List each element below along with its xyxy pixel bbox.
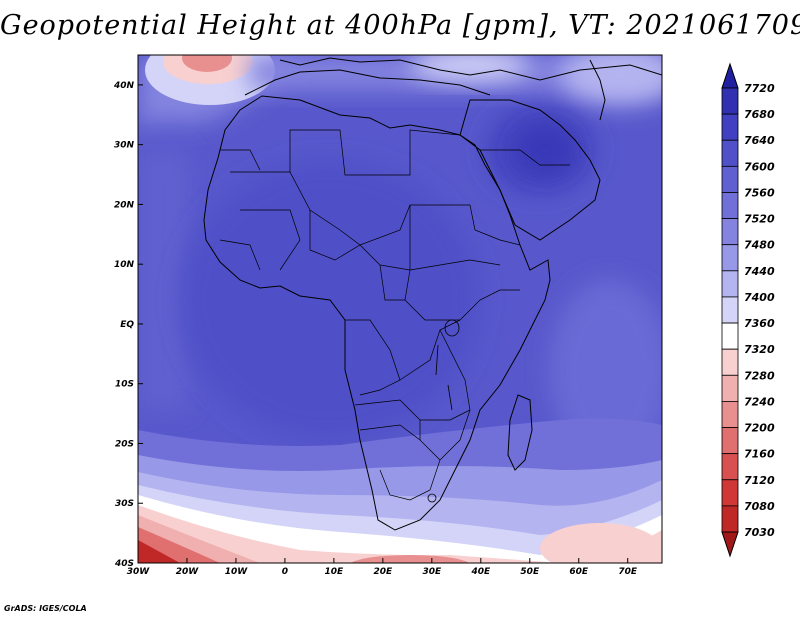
coastlines — [203, 57, 662, 531]
grads-credit: GrADS: IGES/COLA — [4, 604, 87, 613]
geopotential-field — [138, 55, 662, 563]
colorbar-segment — [721, 505, 739, 533]
colorbar-segment — [721, 348, 739, 376]
colorbar-segment — [721, 479, 739, 507]
x-axis-ticks: 30W 20W 10W 0 10E 20E 30E 40E 50E 60E 70E — [127, 558, 638, 577]
x-tick-label: 20E — [374, 567, 394, 577]
x-tick-label: 10W — [225, 567, 249, 577]
colorbar-label: 7520 — [744, 213, 775, 226]
country-borders — [219, 129, 570, 501]
colorbar-label: 7160 — [744, 448, 775, 461]
colorbar-segment — [721, 113, 739, 141]
x-tick-label: 10E — [325, 567, 345, 577]
colorbar-segment — [721, 218, 739, 246]
y-tick-label: 30N — [114, 141, 135, 151]
colorbar-segment — [721, 244, 739, 272]
y-tick-label: 40S — [114, 559, 134, 569]
x-tick-label: 50E — [520, 567, 540, 577]
x-tick-label: 0 — [282, 567, 288, 577]
lakes — [427, 319, 460, 503]
colorbar-label: 7600 — [744, 160, 775, 173]
colorbar-label: 7320 — [744, 343, 775, 356]
y-tick-label: 20S — [115, 439, 134, 449]
y-tick-label: 10N — [114, 260, 135, 270]
colorbar-segment — [721, 270, 739, 298]
x-tick-label: 30W — [127, 567, 151, 577]
y-axis-ticks: 40N 30N 20N 10N EQ 10S 20S 30S 40S — [113, 81, 143, 569]
colorbar-label: 7200 — [744, 422, 775, 435]
x-tick-label: 20W — [176, 567, 200, 577]
colorbar-label: 7720 — [744, 82, 775, 95]
colorbar-segment — [721, 296, 739, 324]
colorbar-label: 7680 — [744, 108, 775, 121]
x-tick-label: 30E — [422, 567, 442, 577]
plot-frame — [137, 54, 663, 564]
colorbar-segment — [721, 427, 739, 455]
colorbar-segment — [721, 192, 739, 219]
colorbar-segment — [721, 374, 739, 402]
x-tick-label: 70E — [618, 567, 638, 577]
colorbar-label: 7480 — [744, 239, 775, 252]
colorbar-segment — [721, 139, 739, 167]
colorbar-label: 7120 — [744, 474, 775, 487]
colorbar-label: 7280 — [744, 369, 775, 382]
colorbar-segment — [721, 322, 739, 350]
y-tick-label: 30S — [115, 499, 134, 509]
colorbar-top-triangle — [721, 62, 739, 89]
colorbar-label: 7400 — [744, 291, 775, 304]
colorbar-segment — [721, 87, 739, 115]
colorbar-segment — [721, 453, 739, 481]
colorbar-label: 7440 — [744, 265, 775, 278]
y-tick-label: 20N — [114, 200, 135, 210]
x-tick-label: 40E — [470, 567, 491, 577]
y-tick-label: 10S — [115, 380, 134, 390]
colorbar-bottom-triangle — [721, 531, 739, 558]
colorbar-segment — [721, 401, 739, 428]
colorbar-label: 7360 — [744, 317, 775, 330]
x-tick-label: 60E — [569, 567, 589, 577]
colorbar: 7720 7680 7640 7600 7560 7520 7480 7440 7400 7360… — [721, 62, 775, 558]
y-tick-label: EQ — [120, 320, 134, 330]
colorbar-label: 7560 — [744, 186, 775, 199]
colorbar-label: 7240 — [744, 395, 775, 408]
colorbar-label: 7030 — [744, 526, 775, 539]
map-title: Geopotential Height at 400hPa [gpm], VT:… — [0, 10, 800, 41]
colorbar-segment — [721, 165, 739, 193]
colorbar-label: 7080 — [744, 500, 775, 513]
colorbar-label: 7640 — [744, 134, 775, 147]
y-tick-label: 40N — [113, 81, 135, 91]
